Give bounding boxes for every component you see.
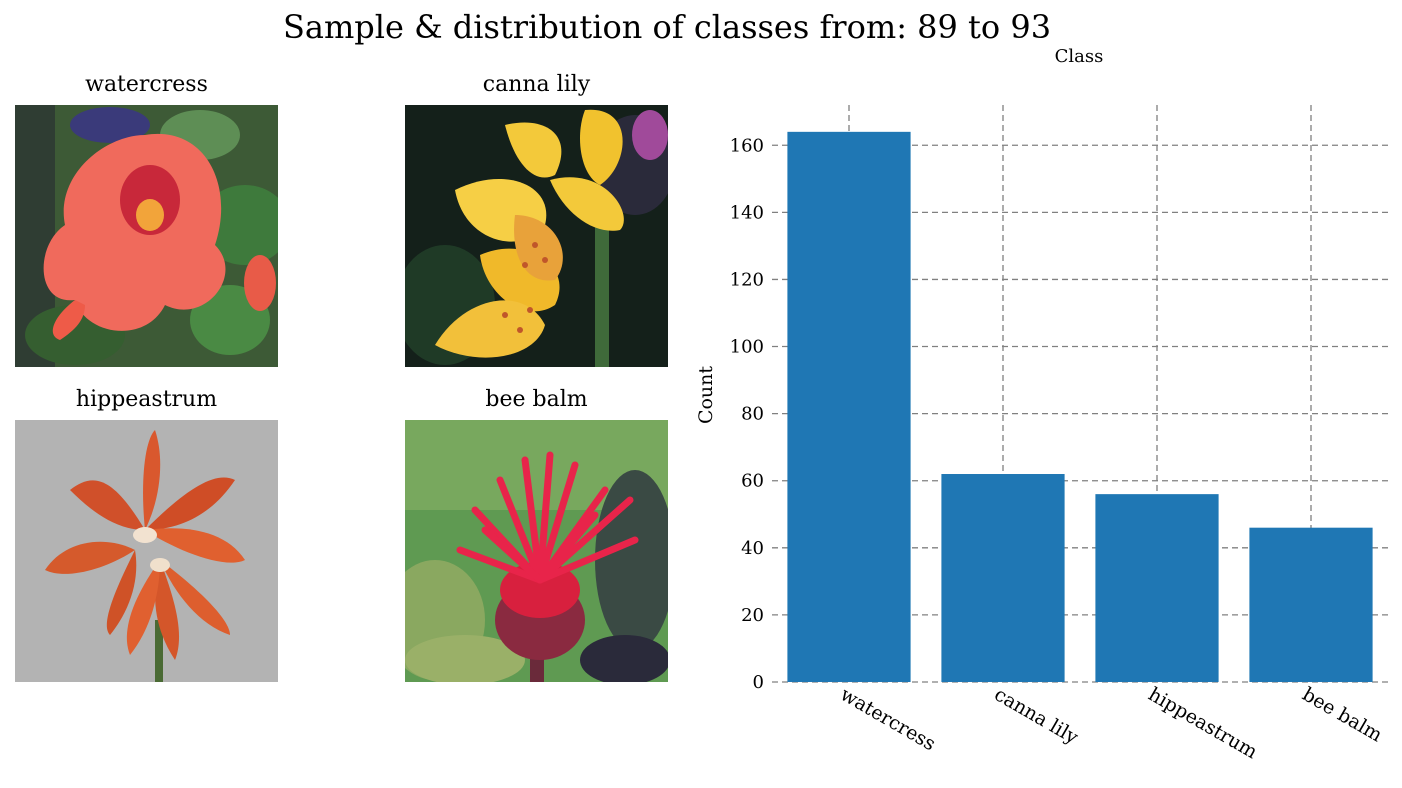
y-tick-label: 120: [730, 269, 764, 290]
y-axis-label: Count: [695, 366, 717, 424]
bar-bee-balm: [1249, 527, 1373, 682]
bee-balm-flower-photo: [405, 420, 668, 682]
hippeastrum-flower-photo: [15, 420, 278, 682]
sample-title-bee-balm: bee balm: [485, 387, 588, 412]
bar-canna-lily: [941, 474, 1065, 682]
y-tick-label: 80: [741, 404, 764, 425]
y-tick-label: 160: [730, 135, 764, 156]
sample-title-hippeastrum: hippeastrum: [75, 387, 218, 412]
x-tick-label: bee balm: [1299, 683, 1386, 746]
y-tick-label: 20: [741, 605, 764, 626]
figure-title: Sample & distribution of classes from: 8…: [282, 8, 1052, 46]
sample-title-canna-lily: canna lily: [482, 72, 591, 97]
y-tick-label: 140: [730, 202, 764, 223]
y-tick-label: 100: [730, 337, 764, 358]
sample-title-watercress: watercress: [85, 72, 208, 97]
y-tick-label: 40: [741, 538, 764, 559]
nasturtium-flower-photo: [15, 105, 278, 367]
bar-hippeastrum: [1095, 494, 1219, 682]
x-tick-label: canna lily: [991, 683, 1083, 749]
x-tick-label: hippeastrum: [1145, 683, 1262, 763]
canna-lily-flower-photo: [405, 105, 668, 367]
y-tick-label: 60: [741, 471, 764, 492]
x-tick-label: watercress: [837, 683, 940, 755]
bar-watercress: [787, 131, 911, 682]
y-tick-label: 0: [753, 672, 764, 693]
chart-title: Class: [1055, 46, 1104, 67]
